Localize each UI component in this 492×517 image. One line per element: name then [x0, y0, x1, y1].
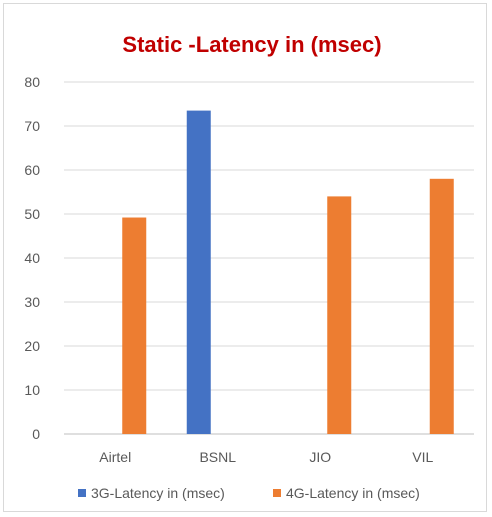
chart-title: Static -Latency in (msec) — [122, 32, 381, 57]
legend: 3G-Latency in (msec) 4G-Latency in (msec) — [78, 485, 420, 501]
legend-label: 4G-Latency in (msec) — [286, 485, 420, 501]
bar — [122, 217, 147, 434]
x-tick-label: Airtel — [99, 449, 131, 465]
x-tick-label: JIO — [309, 449, 331, 465]
x-tick-label: VIL — [412, 449, 433, 465]
y-tick-label: 80 — [24, 74, 40, 90]
y-tick-label: 50 — [24, 206, 40, 222]
legend-label: 3G-Latency in (msec) — [91, 485, 225, 501]
bar — [327, 196, 352, 434]
x-tick-label: BSNL — [199, 449, 236, 465]
y-tick-label: 70 — [24, 118, 40, 134]
bar — [429, 178, 454, 434]
y-tick-label: 10 — [24, 382, 40, 398]
y-tick-label: 30 — [24, 294, 40, 310]
y-tick-label: 20 — [24, 338, 40, 354]
bar — [186, 110, 211, 434]
bars — [122, 110, 454, 434]
y-tick-label: 0 — [32, 426, 40, 442]
legend-swatch — [273, 489, 281, 497]
legend-swatch — [78, 489, 86, 497]
y-tick-label: 60 — [24, 162, 40, 178]
x-axis: Airtel BSNL JIO VIL — [99, 449, 433, 465]
y-axis: 0 10 20 30 40 50 60 70 80 — [24, 74, 40, 442]
y-tick-label: 40 — [24, 250, 40, 266]
